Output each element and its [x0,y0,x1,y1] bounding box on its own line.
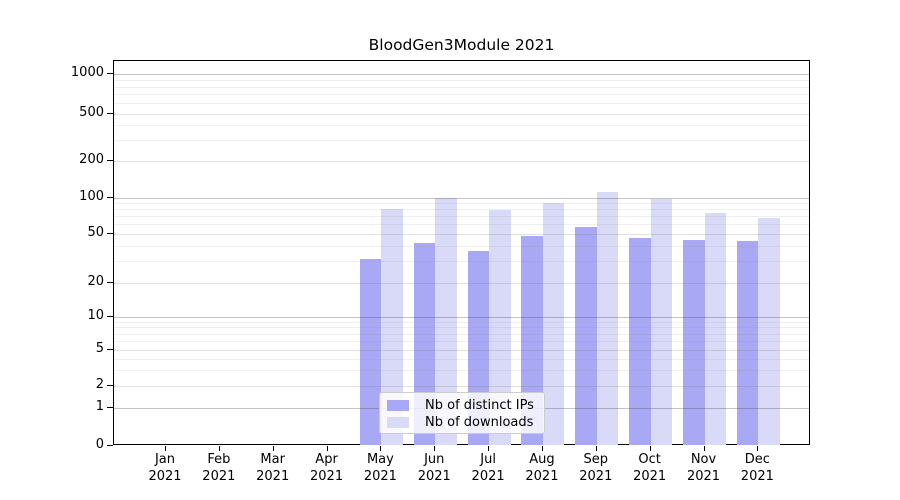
x-tick-label-sep: Sep 2021 [579,452,613,484]
y-tick-label-500: 500 [79,104,104,120]
x-tick-mark-oct [649,446,651,451]
y-tick-mark-20 [107,281,113,283]
gridline-600 [114,103,809,105]
gridline-90 [114,203,809,205]
bar-downloads-dec [758,217,780,445]
bar-distinct-ips-may [359,259,382,445]
x-tick-label-jul: Jul 2021 [471,452,505,484]
x-tick-label-dec: Dec 2021 [740,452,774,484]
y-tick-label-100: 100 [79,188,104,204]
gridline-500 [114,113,809,115]
bar-downloads-aug [542,202,565,445]
x-tick-mark-sep [595,446,597,451]
x-tick-label-jan: Jan 2021 [148,452,182,484]
x-tick-mark-apr [326,446,328,451]
y-tick-label-20: 20 [87,273,104,289]
bar-downloads-oct [650,198,673,445]
y-tick-label-10: 10 [87,307,104,323]
y-tick-mark-0 [107,445,113,446]
bar-downloads-sep [596,191,619,445]
legend-item-downloads: Nb of downloads [380,414,544,431]
y-tick-label-1: 1 [95,399,104,414]
x-tick-label-feb: Feb 2021 [202,452,236,484]
legend-label-distinct-ips: Nb of distinct IPs [425,398,534,413]
x-tick-mark-jun [434,446,436,451]
y-tick-mark-500 [107,112,113,114]
x-tick-mark-feb [218,446,220,451]
bar-distinct-ips-dec [736,240,759,445]
bar-distinct-ips-nov [683,239,705,445]
legend-item-distinct-ips: Nb of distinct IPs [380,397,544,414]
x-tick-mark-aug [541,446,543,451]
y-tick-mark-2 [107,385,113,386]
plot-area [113,60,810,445]
y-tick-label-50: 50 [87,225,104,240]
chart-title: BloodGen3Module 2021 [368,36,555,54]
x-tick-label-mar: Mar 2021 [256,452,290,484]
gridline-700 [114,94,809,96]
y-tick-mark-50 [107,233,113,234]
x-tick-label-oct: Oct 2021 [633,452,667,484]
y-tick-mark-10 [107,315,113,317]
x-tick-mark-jan [165,446,166,451]
gridline-200 [114,161,809,162]
legend: Nb of distinct IPs Nb of downloads [379,392,545,434]
legend-swatch-distinct-ips [387,400,409,411]
x-tick-label-aug: Aug 2021 [525,452,559,484]
bar-downloads-nov [704,212,726,445]
x-tick-label-apr: Apr 2021 [310,452,344,484]
x-tick-label-jun: Jun 2021 [417,452,451,484]
y-tick-mark-100 [107,196,113,198]
y-tick-label-2: 2 [95,377,104,392]
y-tick-mark-1 [107,407,113,408]
x-tick-mark-may [380,446,382,451]
bar-distinct-ips-oct [629,238,651,445]
gridline-300 [114,139,809,141]
y-tick-label-1000: 1000 [70,64,104,80]
x-tick-mark-mar [272,446,274,451]
x-tick-mark-jul [488,446,490,451]
bar-downloads-may [381,208,403,445]
y-tick-mark-200 [107,160,113,161]
x-tick-mark-dec [757,446,759,451]
gridline-80 [114,209,809,211]
legend-label-downloads: Nb of downloads [425,415,534,430]
x-tick-label-may: May 2021 [363,452,397,484]
bar-distinct-ips-sep [575,227,597,445]
bar-downloads-jul [489,210,511,445]
y-tick-label-0: 0 [95,437,104,452]
y-tick-label-200: 200 [79,152,104,167]
y-tick-mark-5 [107,349,113,350]
gridline-100 [114,197,809,199]
gridline-800 [114,86,809,88]
gridline-400 [114,125,809,127]
legend-swatch-downloads [387,417,409,428]
gridline-1000 [114,73,809,75]
gridline-900 [114,79,809,81]
bar-downloads-jun [435,198,457,445]
x-tick-label-nov: Nov 2021 [686,452,721,484]
y-tick-mark-1000 [107,72,113,74]
x-tick-mark-nov [703,446,705,451]
y-tick-label-5: 5 [95,341,104,356]
